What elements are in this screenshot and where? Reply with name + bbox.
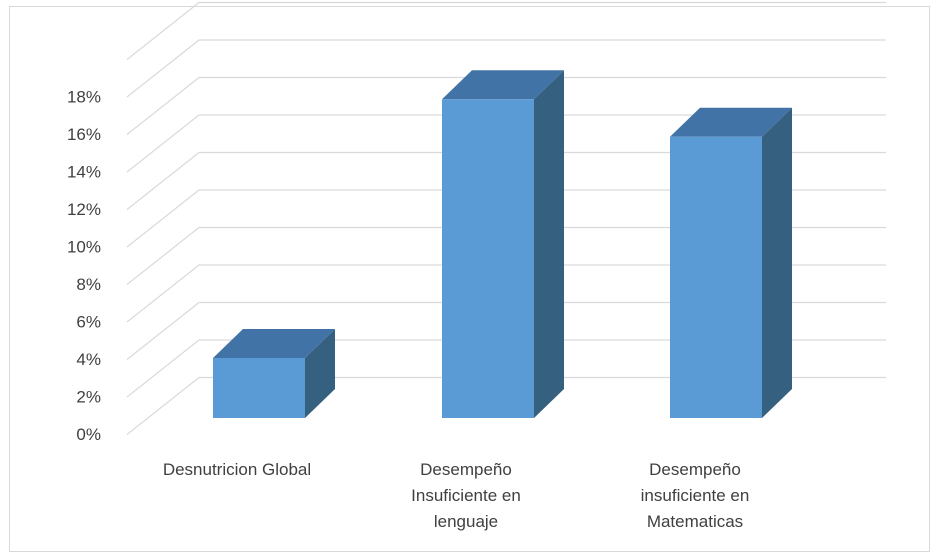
- gridline: [126, 376, 886, 436]
- y-tick-label: 16%: [67, 125, 101, 144]
- gridline: [126, 114, 886, 173]
- y-tick-label: 4%: [76, 350, 101, 369]
- y-tick-label: 8%: [76, 275, 101, 294]
- y-axis-tick-labels: 0% 2% 4% 6% 8% 10% 12% 14% 16% 18%: [67, 88, 101, 445]
- bar-side-face: [762, 107, 792, 418]
- gridline: [126, 226, 886, 286]
- gridline: [126, 301, 886, 361]
- bar-front-face: [442, 99, 534, 418]
- bar: [213, 329, 335, 418]
- gridline: [126, 339, 886, 398]
- category-label: Desempeño Insuficiente en lenguaje: [411, 460, 521, 531]
- gridline: [126, 151, 886, 211]
- gridline: [126, 76, 886, 136]
- gridline: [126, 39, 886, 98]
- bars: [213, 70, 792, 418]
- bar-top-face: [213, 329, 335, 358]
- bar: [670, 107, 792, 418]
- gridlines: [126, 1, 886, 436]
- category-label: Desnutricion Global: [163, 460, 311, 479]
- y-tick-label: 12%: [67, 200, 101, 219]
- bar: [442, 70, 564, 418]
- category-labels: Desnutricion Global Desempeño Insuficiente…: [163, 460, 750, 531]
- gridline: [126, 1, 886, 61]
- bar-side-face: [305, 329, 335, 418]
- bar-front-face: [213, 358, 305, 418]
- bar-side-face: [534, 70, 564, 418]
- gridline: [126, 264, 886, 323]
- y-tick-label: 6%: [76, 313, 101, 332]
- bar-top-face: [670, 107, 792, 137]
- category-label: Desempeño insuficiente en Matematicas: [641, 460, 750, 531]
- y-tick-label: 18%: [67, 88, 101, 107]
- y-tick-label: 14%: [67, 163, 101, 182]
- gridline: [126, 189, 886, 248]
- y-tick-label: 10%: [67, 238, 101, 257]
- y-tick-label: 2%: [76, 388, 101, 407]
- bar-top-face: [442, 70, 564, 100]
- y-tick-label: 0%: [76, 425, 101, 444]
- bar-front-face: [670, 136, 762, 418]
